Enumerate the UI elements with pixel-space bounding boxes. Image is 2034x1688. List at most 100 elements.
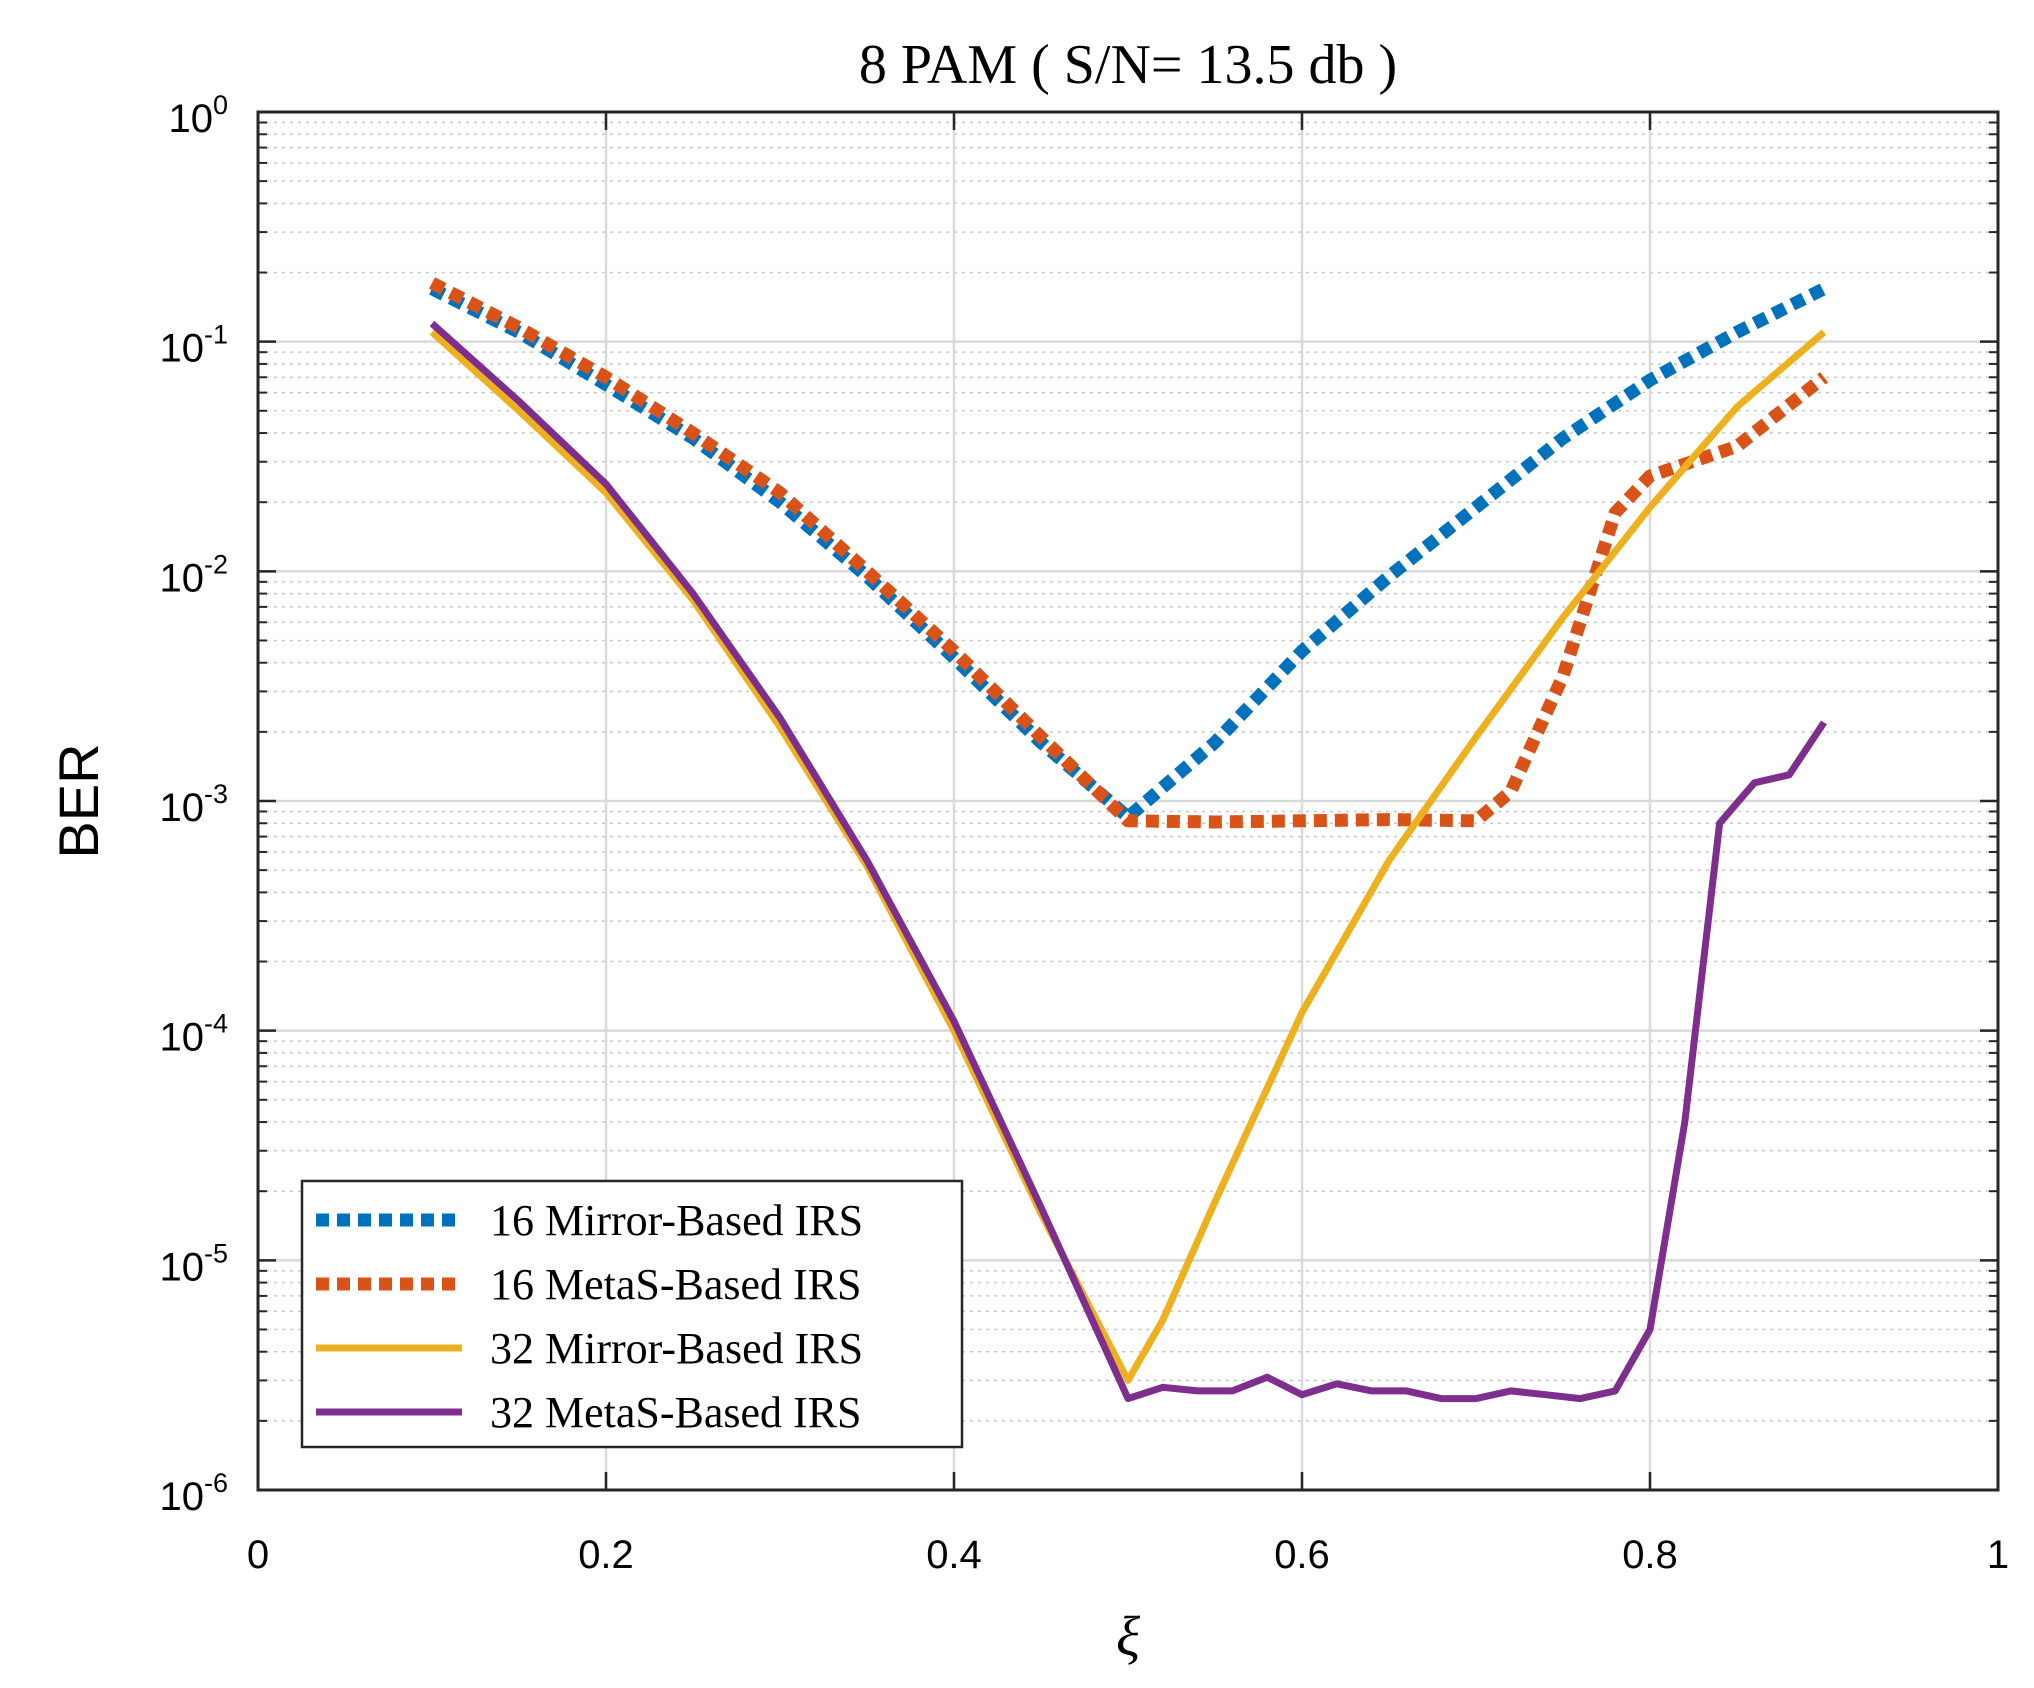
data-point	[780, 717, 781, 718]
data-point	[1197, 1390, 1198, 1391]
y-axis-label: BER	[47, 743, 110, 858]
x-axis-label: ξ	[1116, 1606, 1140, 1668]
data-point	[1215, 1201, 1216, 1202]
legend-label-32-mirror: 32 Mirror-Based IRS	[490, 1324, 863, 1373]
data-point	[519, 401, 520, 402]
data-point	[1476, 737, 1477, 738]
data-point	[1650, 507, 1651, 508]
series-layer	[429, 277, 1829, 1403]
data-point	[1650, 1329, 1651, 1330]
data-point	[432, 332, 433, 333]
tick-marks	[256, 110, 2000, 1492]
data-point	[954, 657, 955, 658]
data-point	[954, 1030, 955, 1031]
data-point	[519, 332, 520, 333]
data-point	[1737, 446, 1738, 447]
x-tick-label: 0	[247, 1533, 269, 1577]
x-tick-label: 1	[1987, 1533, 2009, 1577]
data-point	[1650, 476, 1651, 477]
legend: 16 Mirror-Based IRS 16 MetaS-Based IRS 3…	[300, 1179, 964, 1449]
data-point	[1128, 1398, 1129, 1399]
data-point	[1371, 1390, 1372, 1391]
data-point	[606, 484, 607, 485]
x-tick-label: 0.6	[1274, 1533, 1330, 1577]
series-line-1	[429, 282, 1827, 824]
y-tick-label: 10-5	[159, 1238, 228, 1289]
data-point	[1232, 1390, 1233, 1391]
data-point	[1389, 860, 1390, 861]
data-point	[1510, 1390, 1511, 1391]
data-point	[1389, 819, 1390, 820]
data-point	[1824, 332, 1825, 333]
data-point	[1737, 406, 1738, 407]
y-tick-label: 10-4	[159, 1009, 228, 1060]
series-line-2	[429, 277, 1829, 829]
data-point	[1302, 1012, 1303, 1013]
data-point	[1162, 1320, 1163, 1321]
data-point	[1128, 1380, 1129, 1381]
data-point	[1162, 1387, 1163, 1388]
data-point	[1563, 676, 1564, 677]
data-point	[867, 571, 868, 572]
data-point	[1754, 782, 1755, 783]
data-point	[1128, 820, 1129, 821]
data-point	[780, 502, 781, 503]
data-point	[1615, 512, 1616, 513]
data-point	[1824, 377, 1825, 378]
data-point	[1563, 617, 1564, 618]
y-tick-label: 10-2	[159, 549, 228, 600]
data-point	[1267, 1377, 1268, 1378]
data-point	[1650, 380, 1651, 381]
data-point	[1215, 742, 1216, 743]
data-point	[519, 327, 520, 328]
data-point	[432, 283, 433, 284]
data-point	[606, 492, 607, 493]
series-line-4	[429, 320, 1827, 1403]
series-line-3	[429, 329, 1827, 1384]
x-tick-label: 0.4	[926, 1533, 982, 1577]
data-point	[1406, 1390, 1407, 1391]
data-point	[693, 593, 694, 594]
y-tick-label: 10-6	[159, 1468, 228, 1519]
data-point	[1789, 774, 1790, 775]
data-point	[1041, 1207, 1042, 1208]
y-tick-label: 10-3	[159, 779, 228, 830]
y-tick-label: 10-1	[159, 320, 228, 371]
y-tick-label: 100	[168, 90, 228, 141]
data-point	[1441, 1398, 1442, 1399]
x-tick-labels: 0 0.2 0.4 0.6 0.8 1	[247, 1533, 2009, 1577]
data-point	[867, 860, 868, 861]
data-point	[1302, 1394, 1303, 1395]
data-point	[1302, 651, 1303, 652]
data-point	[1476, 507, 1477, 508]
y-tick-labels: 10-6 10-5 10-4 10-3 10-2 10-1 100	[159, 90, 228, 1519]
data-point	[1215, 822, 1216, 823]
data-point	[1389, 576, 1390, 577]
x-tick-label: 0.8	[1622, 1533, 1678, 1577]
data-point	[1476, 820, 1477, 821]
data-point	[780, 492, 781, 493]
data-point	[693, 433, 694, 434]
legend-label-32-metas: 32 MetaS-Based IRS	[490, 1388, 862, 1437]
data-point	[1719, 823, 1720, 824]
data-point	[954, 651, 955, 652]
data-point	[1510, 791, 1511, 792]
legend-label-16-metas: 16 MetaS-Based IRS	[490, 1260, 862, 1309]
data-point	[1684, 1122, 1685, 1123]
data-point	[1824, 288, 1825, 289]
data-point	[519, 410, 520, 411]
data-point	[432, 323, 433, 324]
x-tick-label: 0.2	[578, 1533, 634, 1577]
data-point	[780, 727, 781, 728]
data-point	[1336, 1383, 1337, 1384]
data-point	[1580, 1398, 1581, 1399]
data-point	[1615, 1390, 1616, 1391]
data-point	[1737, 332, 1738, 333]
data-point	[1545, 1394, 1546, 1395]
data-point	[606, 377, 607, 378]
data-point	[1041, 737, 1042, 738]
data-point	[954, 1021, 955, 1022]
data-point	[1824, 722, 1825, 723]
data-point	[1563, 438, 1564, 439]
